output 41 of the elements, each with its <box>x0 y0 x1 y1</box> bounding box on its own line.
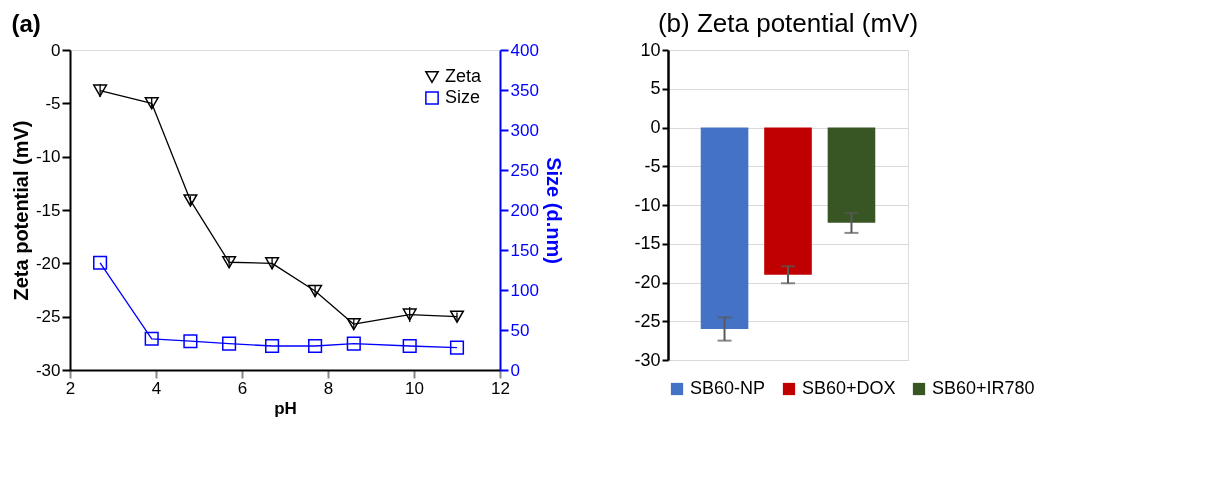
y-tick-label: -5 <box>45 93 61 113</box>
y-tick-label: 0 <box>650 117 661 137</box>
x-tick-label: 6 <box>237 378 248 398</box>
y-tick-label: 0 <box>51 40 61 60</box>
y-tick-label: -10 <box>35 147 61 167</box>
y2-tick-label: 300 <box>510 120 539 140</box>
y2-tick-label: 0 <box>510 360 520 380</box>
chart-title: (a) <box>11 10 41 37</box>
x-tick-label: 2 <box>65 378 76 398</box>
y2-axis-title: Size (d.nm) <box>542 157 565 264</box>
y-tick-label: 5 <box>650 78 661 99</box>
y-tick-label: -30 <box>35 360 61 380</box>
legend-label: SB60-NP <box>690 378 766 398</box>
x-tick-label: 4 <box>151 378 162 398</box>
legend-label: Size <box>445 87 481 107</box>
x-tick-label: 8 <box>323 378 334 398</box>
y2-tick-label: 250 <box>510 160 539 180</box>
y-tick-label: -15 <box>634 233 661 254</box>
y-tick-label: -30 <box>634 349 661 370</box>
y-tick-label: -25 <box>35 307 61 327</box>
legend-label: Zeta <box>445 66 483 86</box>
y-tick-label: -15 <box>35 200 61 220</box>
legend-label: SB60+DOX <box>802 378 896 398</box>
y-tick-label: -20 <box>634 272 661 292</box>
y2-tick-label: 200 <box>510 200 539 220</box>
x-tick-label: 12 <box>491 378 510 398</box>
chart-title: (b) Zeta potential (mV) <box>657 8 919 38</box>
y-tick-label: -25 <box>634 310 661 331</box>
y2-tick-label: 150 <box>510 240 539 260</box>
y-axis-title: Zeta potential (mV) <box>9 120 32 301</box>
y-tick-label: -10 <box>634 194 661 215</box>
y-tick-label: 10 <box>640 39 661 60</box>
x-axis-title: pH <box>274 398 297 418</box>
y2-tick-label: 400 <box>510 40 539 60</box>
y-tick-label: -20 <box>35 253 61 273</box>
y2-tick-label: 100 <box>510 280 539 300</box>
legend-label: SB60+IR780 <box>932 378 1035 398</box>
x-tick-label: 10 <box>405 378 424 398</box>
y-tick-label: -5 <box>644 155 661 176</box>
y2-tick-label: 50 <box>510 320 530 340</box>
y2-tick-label: 350 <box>510 80 539 100</box>
